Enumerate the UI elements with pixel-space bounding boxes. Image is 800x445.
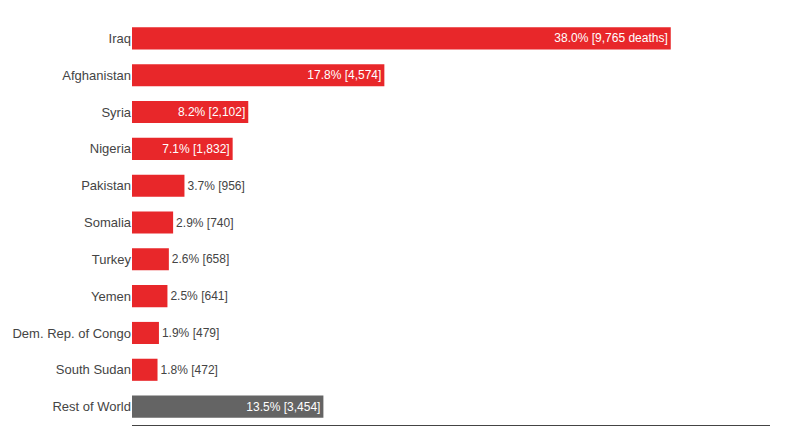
- svg-text:2.9% [740]: 2.9% [740]: [176, 216, 233, 230]
- svg-text:17.8% [4,574]: 17.8% [4,574]: [307, 68, 381, 82]
- svg-text:Yemen: Yemen: [91, 289, 131, 304]
- svg-text:Somalia: Somalia: [84, 215, 132, 230]
- svg-text:8.2% [2,102]: 8.2% [2,102]: [178, 105, 245, 119]
- svg-text:1.9% [479]: 1.9% [479]: [162, 326, 219, 340]
- svg-text:13.5% [3,454]: 13.5% [3,454]: [246, 400, 320, 414]
- svg-text:2.6% [658]: 2.6% [658]: [172, 252, 229, 266]
- svg-text:7.1% [1,832]: 7.1% [1,832]: [162, 142, 229, 156]
- svg-text:Turkey: Turkey: [92, 252, 132, 267]
- svg-text:Rest of World: Rest of World: [52, 399, 131, 414]
- svg-text:Iraq: Iraq: [109, 31, 131, 46]
- svg-text:South Sudan: South Sudan: [56, 362, 131, 377]
- svg-text:Pakistan: Pakistan: [81, 178, 131, 193]
- svg-text:Nigeria: Nigeria: [90, 141, 132, 156]
- svg-text:38.0% [9,765 deaths]: 38.0% [9,765 deaths]: [554, 31, 667, 45]
- svg-text:Afghanistan: Afghanistan: [62, 68, 131, 83]
- svg-text:3.7% [956]: 3.7% [956]: [187, 179, 244, 193]
- svg-text:Syria: Syria: [101, 105, 131, 120]
- svg-text:Dem. Rep. of Congo: Dem. Rep. of Congo: [12, 326, 131, 341]
- svg-text:2.5% [641]: 2.5% [641]: [170, 289, 227, 303]
- svg-text:1.8% [472]: 1.8% [472]: [161, 363, 218, 377]
